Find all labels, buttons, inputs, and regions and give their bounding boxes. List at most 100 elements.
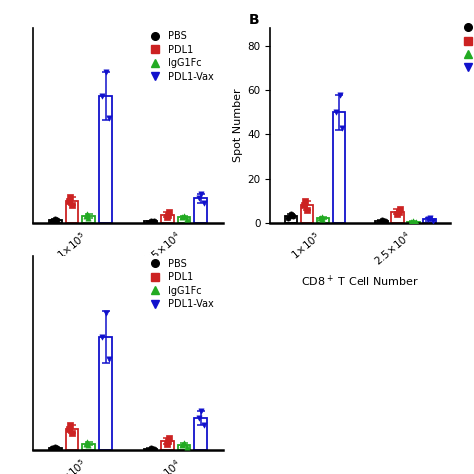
Point	[68, 201, 76, 209]
Point	[150, 218, 157, 225]
Bar	[99, 96, 112, 223]
Point	[201, 421, 208, 428]
Point	[48, 445, 56, 452]
Point	[318, 213, 325, 221]
Text: B: B	[248, 13, 259, 27]
Point	[105, 114, 113, 121]
Bar	[407, 222, 419, 223]
Bar	[144, 449, 157, 450]
Point	[83, 438, 91, 446]
Point	[84, 214, 92, 221]
Bar	[301, 205, 313, 223]
Point	[54, 216, 61, 224]
Point	[147, 217, 155, 225]
Point	[316, 215, 324, 222]
Point	[99, 92, 106, 100]
Point	[180, 212, 187, 219]
Bar	[49, 220, 62, 223]
Legend: PBS, PDL1, IgG1Fc, PDL1-Vax: PBS, PDL1, IgG1Fc, PDL1-Vax	[454, 18, 474, 77]
Point	[197, 190, 205, 198]
Bar	[333, 112, 345, 223]
Point	[183, 215, 191, 223]
X-axis label: CD8$^+$ T Cell Number: CD8$^+$ T Cell Number	[301, 274, 419, 289]
Point	[426, 215, 434, 222]
Point	[164, 437, 172, 445]
Point	[197, 407, 205, 415]
Legend: PBS, PDL1, IgG1Fc, PDL1-Vax: PBS, PDL1, IgG1Fc, PDL1-Vax	[141, 255, 218, 313]
Bar	[423, 219, 436, 223]
Point	[284, 215, 292, 222]
Point	[164, 440, 171, 447]
Point	[65, 425, 73, 432]
Point	[165, 208, 173, 216]
Legend: PBS, PDL1, IgG1Fc, PDL1-Vax: PBS, PDL1, IgG1Fc, PDL1-Vax	[141, 27, 218, 85]
Bar	[65, 428, 78, 450]
Point	[301, 197, 309, 204]
Bar	[99, 337, 112, 450]
Bar	[317, 219, 329, 223]
Point	[396, 205, 403, 213]
Point	[102, 309, 110, 317]
Point	[332, 109, 339, 116]
Point	[84, 441, 92, 449]
Bar	[65, 201, 78, 223]
Point	[289, 212, 297, 220]
Point	[429, 217, 437, 224]
Point	[164, 214, 171, 221]
Bar	[161, 215, 173, 223]
Bar	[161, 441, 173, 450]
Point	[102, 68, 110, 75]
Point	[105, 355, 113, 362]
Bar	[144, 221, 157, 223]
Point	[68, 429, 76, 437]
Point	[412, 219, 420, 226]
Bar	[178, 445, 191, 450]
Point	[51, 216, 58, 223]
Point	[410, 218, 417, 225]
Point	[66, 193, 74, 201]
Point	[393, 210, 401, 218]
Bar	[375, 220, 388, 223]
Point	[148, 218, 156, 226]
X-axis label: CD3$^+$ T Cell Number: CD3$^+$ T Cell Number	[69, 274, 187, 289]
Point	[195, 195, 203, 202]
Point	[195, 414, 203, 422]
Point	[150, 445, 157, 453]
Point	[66, 421, 74, 428]
Bar	[285, 216, 297, 223]
Point	[338, 124, 346, 132]
Bar	[392, 212, 403, 223]
Bar	[49, 447, 62, 450]
Bar	[178, 218, 191, 223]
Point	[336, 91, 344, 99]
Point	[287, 210, 294, 218]
Point	[381, 217, 389, 224]
Point	[65, 197, 73, 205]
Point	[395, 208, 402, 216]
Point	[319, 216, 326, 223]
Point	[300, 201, 308, 209]
Point	[408, 218, 415, 226]
Point	[378, 216, 385, 223]
Bar	[82, 444, 95, 450]
Point	[164, 211, 172, 219]
Point	[178, 441, 186, 449]
Point	[165, 434, 173, 442]
Point	[183, 443, 191, 450]
Point	[82, 212, 90, 220]
Point	[178, 214, 186, 221]
Y-axis label: Spot Number: Spot Number	[233, 89, 243, 163]
Point	[147, 445, 155, 452]
Point	[201, 200, 208, 207]
Point	[48, 217, 56, 225]
Point	[148, 446, 156, 453]
Point	[379, 218, 387, 225]
Bar	[194, 418, 207, 450]
Point	[180, 439, 187, 447]
Point	[51, 443, 58, 451]
Point	[54, 444, 61, 451]
Point	[82, 440, 90, 447]
Point	[83, 210, 91, 218]
Bar	[82, 216, 95, 223]
Bar	[194, 199, 207, 223]
